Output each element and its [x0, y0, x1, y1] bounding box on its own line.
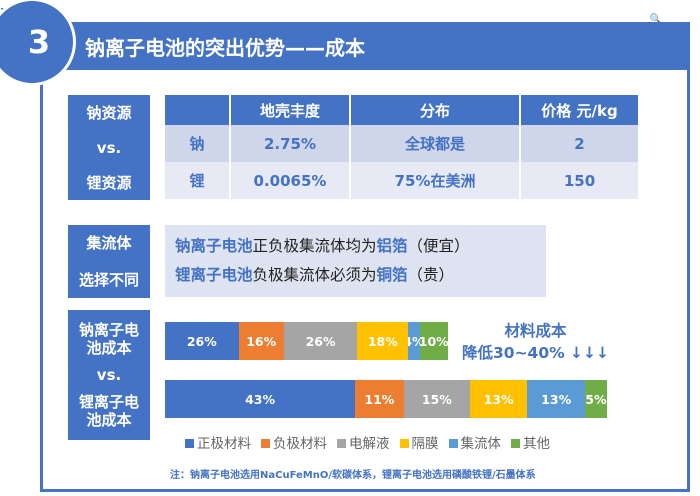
- collector-label: 集流体 选择不同: [68, 225, 150, 298]
- bar-segment-电解液: 15%: [403, 380, 470, 418]
- text: 正负极集流体均为: [252, 237, 377, 255]
- table-header: 分布: [350, 95, 521, 125]
- cell: 2: [520, 125, 640, 162]
- legend-label: 正极材料: [197, 436, 251, 452]
- bar-segment-负极材料: 11%: [355, 380, 404, 418]
- bar-segment-电解液: 26%: [283, 322, 358, 360]
- legend-item: 负极材料: [261, 432, 327, 452]
- legend-swatch: [448, 439, 458, 448]
- collector-text: 钠离子电池正负极集流体均为铝箔（便宜） 锂离子电池负极集流体必须为铜箔（贵）: [165, 225, 546, 297]
- cost-callout: 材料成本 降低30~40% ↓↓↓: [462, 320, 609, 364]
- text: 锂离子电池: [175, 266, 253, 284]
- legend-item: 集流体: [448, 432, 502, 452]
- resource-label: 钠资源 vs. 锂资源: [68, 95, 150, 200]
- cell: 全球都是: [350, 125, 521, 162]
- table-header: [165, 95, 231, 125]
- resource-table: 地壳丰度 分布 价格 元/kg 钠 2.75% 全球都是 2 锂 0.0065% 75%在美洲…: [165, 95, 640, 199]
- frame-line: [40, 70, 43, 492]
- cell: 75%在美洲: [350, 162, 521, 199]
- bar-segment-隔膜: 13%: [469, 380, 528, 418]
- table-header: 地壳丰度: [230, 95, 351, 125]
- cell: 钠: [165, 125, 231, 162]
- bar-segment-隔膜: 18%: [357, 322, 409, 360]
- legend-item: 隔膜: [399, 432, 439, 452]
- sodium-cost-bar: 26%16%26%18%4%10%: [165, 322, 448, 360]
- cell: 0.0065%: [230, 162, 351, 199]
- text: 负极集流体必须为: [252, 266, 377, 284]
- bar-segment-其他: 10%: [419, 322, 448, 360]
- legend-swatch: [261, 439, 270, 448]
- legend-label: 电解液: [349, 436, 390, 452]
- text: 铜箔: [376, 266, 408, 284]
- slide-frame: [40, 22, 690, 492]
- legend-swatch: [511, 439, 520, 448]
- cell: 2.75%: [230, 125, 351, 162]
- legend-label: 集流体: [460, 436, 502, 452]
- collector-line-1: 钠离子电池正负极集流体均为铝箔（便宜）: [175, 232, 536, 261]
- text: （便宜）: [407, 237, 470, 255]
- legend-item: 其他: [511, 432, 550, 452]
- label-line: 锂资源: [86, 173, 132, 192]
- bar-segment-集流体: 13%: [527, 380, 585, 418]
- bar-segment-其他: 5%: [584, 380, 607, 418]
- label-line: 钠资源: [86, 103, 132, 122]
- bar-segment-集流体: 4%: [408, 322, 420, 360]
- cell: 锂: [165, 162, 231, 199]
- label-line: 锂离子电池成本: [79, 393, 140, 430]
- legend-item: 电解液: [337, 432, 390, 452]
- table-row: 钠 2.75% 全球都是 2: [165, 125, 640, 162]
- collector-line-2: 锂离子电池负极集流体必须为铜箔（贵）: [175, 261, 536, 290]
- label-line: 集流体: [86, 234, 132, 253]
- text: （贵）: [407, 266, 455, 284]
- lithium-cost-bar: 43% 11% 15% 13% 13% 5%: [165, 380, 607, 418]
- legend-swatch: [337, 439, 346, 448]
- text: 铝箔: [376, 237, 408, 255]
- legend-label: 隔膜: [411, 436, 439, 452]
- section-number-badge: 3: [0, 0, 76, 86]
- legend-swatch: [399, 439, 409, 448]
- page-title: 钠离子电池的突出优势——成本: [85, 36, 365, 60]
- cost-label: 钠离子电池成本 vs. 锂离子电池成本: [68, 310, 150, 440]
- toolbar-icons[interactable]: 🔍: [649, 14, 662, 25]
- text: 钠离子电池: [175, 237, 253, 255]
- table-header: 价格 元/kg: [520, 95, 640, 125]
- label-line: vs.: [96, 365, 122, 384]
- legend-item: 正极材料: [185, 432, 251, 452]
- legend-label: 其他: [523, 436, 550, 452]
- callout-line: 降低30~40% ↓↓↓: [462, 344, 610, 362]
- footnote: 注：钠离子电池选用NaCuFeMnO/软碳体系，锂离子电池选用磷酸铁锂/石墨体系: [170, 470, 536, 481]
- legend: 正极材料 负极材料 电解液 隔膜 集流体 其他: [185, 432, 550, 452]
- cell: 150: [520, 162, 640, 199]
- callout-line: 材料成本: [504, 322, 567, 340]
- legend-label: 负极材料: [273, 436, 327, 452]
- label-line: vs.: [96, 138, 122, 157]
- label-line: 钠离子电池成本: [79, 320, 140, 357]
- bar-segment-正极材料: 26%: [165, 322, 239, 360]
- table-row: 锂 0.0065% 75%在美洲 150: [165, 162, 640, 199]
- bar-segment-负极材料: 16%: [238, 322, 284, 360]
- label-line: 选择不同: [78, 270, 139, 289]
- bar-segment-正极材料: 43%: [165, 380, 356, 418]
- title-bar: 钠离子电池的突出优势——成本: [60, 22, 690, 70]
- legend-swatch: [185, 439, 194, 448]
